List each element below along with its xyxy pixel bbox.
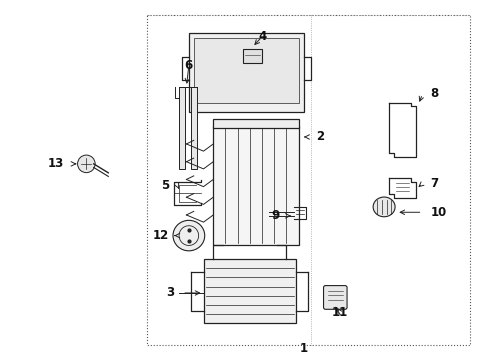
Ellipse shape	[373, 197, 395, 217]
Text: 2: 2	[316, 130, 324, 144]
Ellipse shape	[173, 220, 205, 251]
Text: 8: 8	[431, 87, 439, 100]
Bar	[189, 33, 304, 112]
Circle shape	[77, 155, 95, 173]
Text: 7: 7	[431, 177, 439, 190]
Bar	[194, 39, 299, 103]
Text: 4: 4	[258, 30, 266, 43]
FancyBboxPatch shape	[323, 285, 347, 309]
Text: 9: 9	[271, 210, 279, 222]
Text: 13: 13	[48, 157, 64, 170]
Text: 6: 6	[185, 59, 193, 72]
Text: 5: 5	[161, 179, 170, 192]
Bar	[243, 49, 262, 63]
Text: 1: 1	[299, 342, 308, 355]
Bar	[147, 15, 469, 345]
Bar	[213, 126, 299, 244]
Bar	[213, 119, 299, 128]
Text: 10: 10	[431, 206, 447, 219]
Text: 12: 12	[153, 229, 170, 242]
Bar	[191, 87, 197, 169]
Bar	[179, 87, 185, 169]
Bar	[203, 259, 296, 323]
Text: 3: 3	[166, 287, 174, 300]
Text: 11: 11	[332, 306, 348, 319]
